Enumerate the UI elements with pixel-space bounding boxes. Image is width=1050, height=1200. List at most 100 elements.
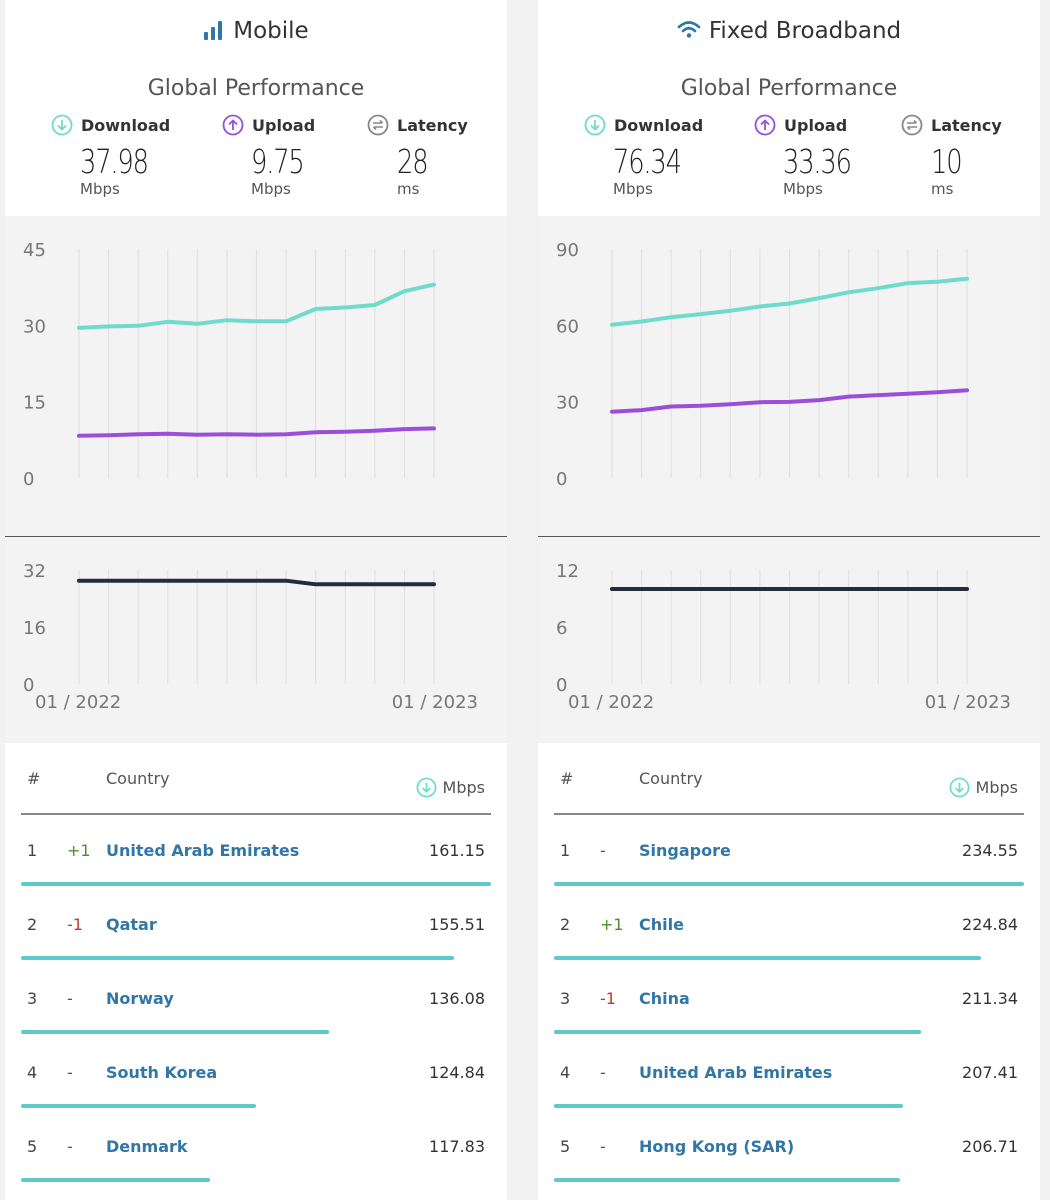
value-bar bbox=[21, 882, 491, 886]
rank-header: # bbox=[560, 769, 574, 788]
value-bar bbox=[554, 1030, 921, 1034]
upload-metric: Upload 9.75 Mbps bbox=[222, 114, 382, 198]
latency-line-chart: 0 6 12 01 / 2022 01 / 2023 bbox=[538, 536, 1040, 713]
series-line-download bbox=[77, 282, 436, 330]
speed-value: 224.84 bbox=[962, 915, 1018, 934]
speed-value: 124.84 bbox=[429, 1063, 485, 1082]
country-link[interactable]: Hong Kong (SAR) bbox=[639, 1137, 795, 1156]
speed-value: 136.08 bbox=[429, 989, 485, 1008]
country-link[interactable]: China bbox=[639, 989, 690, 1008]
rank-change: - bbox=[67, 1063, 73, 1082]
metric-value: 10 bbox=[931, 142, 963, 181]
rank-change: -1 bbox=[600, 989, 616, 1008]
x-tick-label: 01 / 2022 bbox=[568, 692, 654, 713]
rank-change: - bbox=[600, 1137, 606, 1156]
value-bar bbox=[21, 1178, 211, 1182]
rank-cell: 3 bbox=[560, 989, 571, 1008]
country-header: Country bbox=[639, 769, 703, 788]
table-row: 3 - Norway 136.08 bbox=[5, 989, 507, 1063]
y-tick-label: 45 bbox=[23, 240, 46, 261]
latency-icon bbox=[901, 114, 923, 140]
y-tick-label: 12 bbox=[556, 561, 579, 582]
x-tick-label: 01 / 2023 bbox=[925, 692, 1011, 713]
download-metric: Download 76.34 Mbps bbox=[584, 114, 744, 198]
metric-unit: Mbps bbox=[80, 180, 120, 198]
country-link[interactable]: Norway bbox=[106, 989, 174, 1008]
country-link[interactable]: Chile bbox=[639, 915, 684, 934]
latency-metric: Latency 28 ms bbox=[367, 114, 507, 198]
country-link[interactable]: Singapore bbox=[639, 841, 731, 860]
upload-metric: Upload 33.36 Mbps bbox=[754, 114, 914, 198]
speed-value: 207.41 bbox=[962, 1063, 1018, 1082]
table-row: 1 +1 United Arab Emirates 161.15 bbox=[5, 841, 507, 915]
metric-label: Latency bbox=[931, 116, 1002, 135]
table-row: 4 - United Arab Emirates 207.41 bbox=[538, 1063, 1040, 1137]
upload-arrow-icon bbox=[754, 114, 776, 140]
speed-value: 155.51 bbox=[429, 915, 485, 934]
table-row: 5 - Denmark 117.83 bbox=[5, 1137, 507, 1200]
rank-header: # bbox=[27, 769, 41, 788]
series-line-upload bbox=[610, 388, 969, 414]
country-link[interactable]: South Korea bbox=[106, 1063, 218, 1082]
y-tick-label: 90 bbox=[556, 240, 579, 261]
speed-value: 234.55 bbox=[962, 841, 1018, 860]
metric-label: Download bbox=[614, 116, 704, 135]
table-row: 2 -1 Qatar 155.51 bbox=[5, 915, 507, 989]
speed-value: 161.15 bbox=[429, 841, 485, 860]
metric-unit: Mbps bbox=[613, 180, 653, 198]
speed-line-chart: 0 30 60 90 bbox=[556, 240, 969, 490]
speed-line-chart: 0 15 30 45 bbox=[23, 240, 436, 490]
mbps-header[interactable]: Mbps bbox=[949, 777, 1018, 802]
metric-value: 76.34 bbox=[613, 142, 682, 181]
metric-unit: ms bbox=[397, 180, 420, 198]
mbps-header[interactable]: Mbps bbox=[416, 777, 485, 802]
section-subtitle: Global Performance bbox=[680, 76, 898, 101]
upload-arrow-icon bbox=[222, 114, 244, 140]
table-row: 4 - South Korea 124.84 bbox=[5, 1063, 507, 1137]
y-tick-label: 0 bbox=[556, 675, 567, 696]
rank-cell: 2 bbox=[27, 915, 38, 934]
speed-value: 206.71 bbox=[962, 1137, 1018, 1156]
speed-value: 117.83 bbox=[429, 1137, 485, 1156]
rank-cell: 4 bbox=[27, 1063, 38, 1082]
fixed-broadband-panel: Fixed Broadband Global Performance Downl… bbox=[538, 0, 1040, 1200]
rank-cell: 2 bbox=[560, 915, 571, 934]
y-tick-label: 6 bbox=[556, 618, 567, 639]
rank-cell: 4 bbox=[560, 1063, 571, 1082]
y-tick-label: 30 bbox=[556, 393, 579, 414]
table-row: 2 +1 Chile 224.84 bbox=[538, 915, 1040, 989]
series-line-upload bbox=[77, 426, 436, 438]
download-metric: Download 37.98 Mbps bbox=[51, 114, 211, 198]
y-tick-label: 15 bbox=[23, 393, 46, 414]
rank-cell: 5 bbox=[560, 1137, 571, 1156]
metric-label: Download bbox=[81, 116, 171, 135]
table-row: 1 - Singapore 234.55 bbox=[538, 841, 1040, 915]
country-link[interactable]: United Arab Emirates bbox=[106, 841, 300, 860]
metric-value: 33.36 bbox=[783, 142, 852, 181]
country-link[interactable]: United Arab Emirates bbox=[639, 1063, 833, 1082]
download-arrow-icon bbox=[949, 777, 970, 802]
table-row: 5 - Hong Kong (SAR) 206.71 bbox=[538, 1137, 1040, 1200]
country-link[interactable]: Denmark bbox=[106, 1137, 188, 1156]
metric-value: 37.98 bbox=[80, 142, 149, 181]
rank-change: +1 bbox=[600, 915, 624, 934]
panel-title: Mobile bbox=[5, 18, 507, 47]
rank-change: - bbox=[600, 1063, 606, 1082]
value-bar bbox=[554, 956, 981, 960]
chart-area: 0 30 60 90 0 6 12 01 / 2022 01 / 2023 bbox=[538, 216, 1040, 743]
mobile-panel: Mobile Global Performance Download 37.98… bbox=[5, 0, 507, 1200]
mbps-header-label: Mbps bbox=[442, 778, 485, 797]
metric-value: 9.75 bbox=[251, 142, 305, 181]
series-line-download bbox=[610, 276, 969, 327]
x-tick-label: 01 / 2023 bbox=[392, 692, 478, 713]
country-link[interactable]: Qatar bbox=[106, 915, 157, 934]
value-bar bbox=[554, 1104, 904, 1108]
rank-cell: 1 bbox=[27, 841, 38, 860]
y-tick-label: 0 bbox=[23, 469, 34, 490]
rank-change: +1 bbox=[67, 841, 91, 860]
mbps-header-label: Mbps bbox=[975, 778, 1018, 797]
rank-cell: 3 bbox=[27, 989, 38, 1008]
metric-value: 28 bbox=[397, 142, 429, 181]
speed-value: 211.34 bbox=[962, 989, 1018, 1008]
header-divider bbox=[21, 813, 491, 815]
